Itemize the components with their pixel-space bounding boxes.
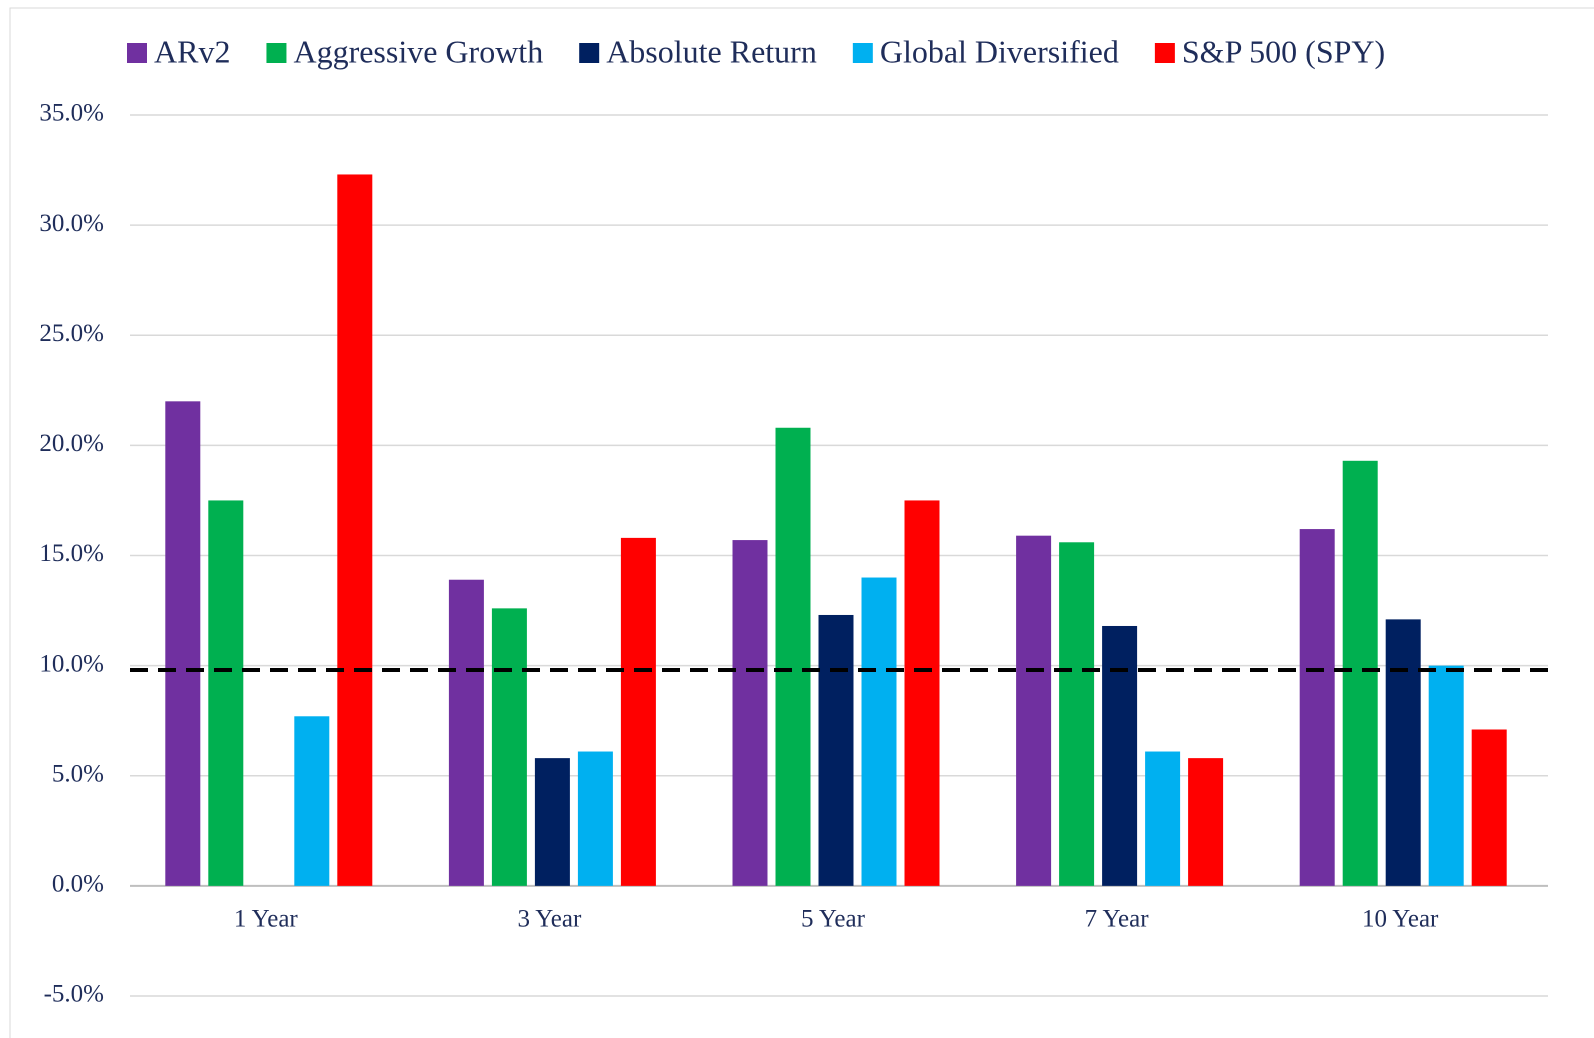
legend-swatch [852,43,873,63]
x-tick-label: 5 Year [801,906,866,933]
bar [294,716,330,886]
bar [534,758,570,886]
y-tick-label: 5.0% [52,760,104,787]
x-tick-label: 7 Year [1085,906,1150,933]
x-tick-label: 3 Year [517,906,582,933]
legend-label: Absolute Return [606,33,817,69]
chart-border [9,7,1594,1038]
legend-label: Global Diversified [880,33,1119,69]
bar [448,579,484,886]
y-tick-label: 20.0% [39,430,104,457]
y-tick-label: 25.0% [39,320,104,347]
bar [904,500,940,886]
legend-swatch [1154,43,1175,63]
y-tick-label: 15.0% [39,540,104,567]
bar [1188,758,1224,886]
bar [337,174,373,886]
bar [577,751,613,886]
x-tick-label: 1 Year [234,906,299,933]
bar [620,537,656,886]
legend-label: ARv2 [154,33,230,69]
x-tick-label: 10 Year [1362,906,1439,933]
bar [1016,535,1052,886]
legend-label: S&P 500 (SPY) [1182,33,1385,69]
bar [1428,665,1464,886]
bar [818,614,854,886]
bar [1385,619,1421,886]
bar [1059,542,1095,886]
bar [1342,460,1378,886]
y-tick-label: 30.0% [39,210,104,237]
bar [1102,625,1138,886]
bar [732,540,768,886]
legend-swatch [127,43,147,63]
bar [775,427,811,886]
y-tick-label: 10.0% [39,650,104,677]
y-tick-label: -5.0% [44,981,104,1008]
legend-label: Aggressive Growth [293,33,543,69]
bar [1471,729,1507,886]
legend-swatch [266,43,287,63]
bar [1145,751,1181,886]
y-tick-label: 35.0% [39,100,104,127]
bar [491,608,527,886]
bar [861,577,897,886]
bar [208,500,244,886]
bar [165,401,201,886]
y-tick-label: 0.0% [52,871,104,898]
legend-swatch [579,43,600,63]
bar [1299,529,1335,886]
